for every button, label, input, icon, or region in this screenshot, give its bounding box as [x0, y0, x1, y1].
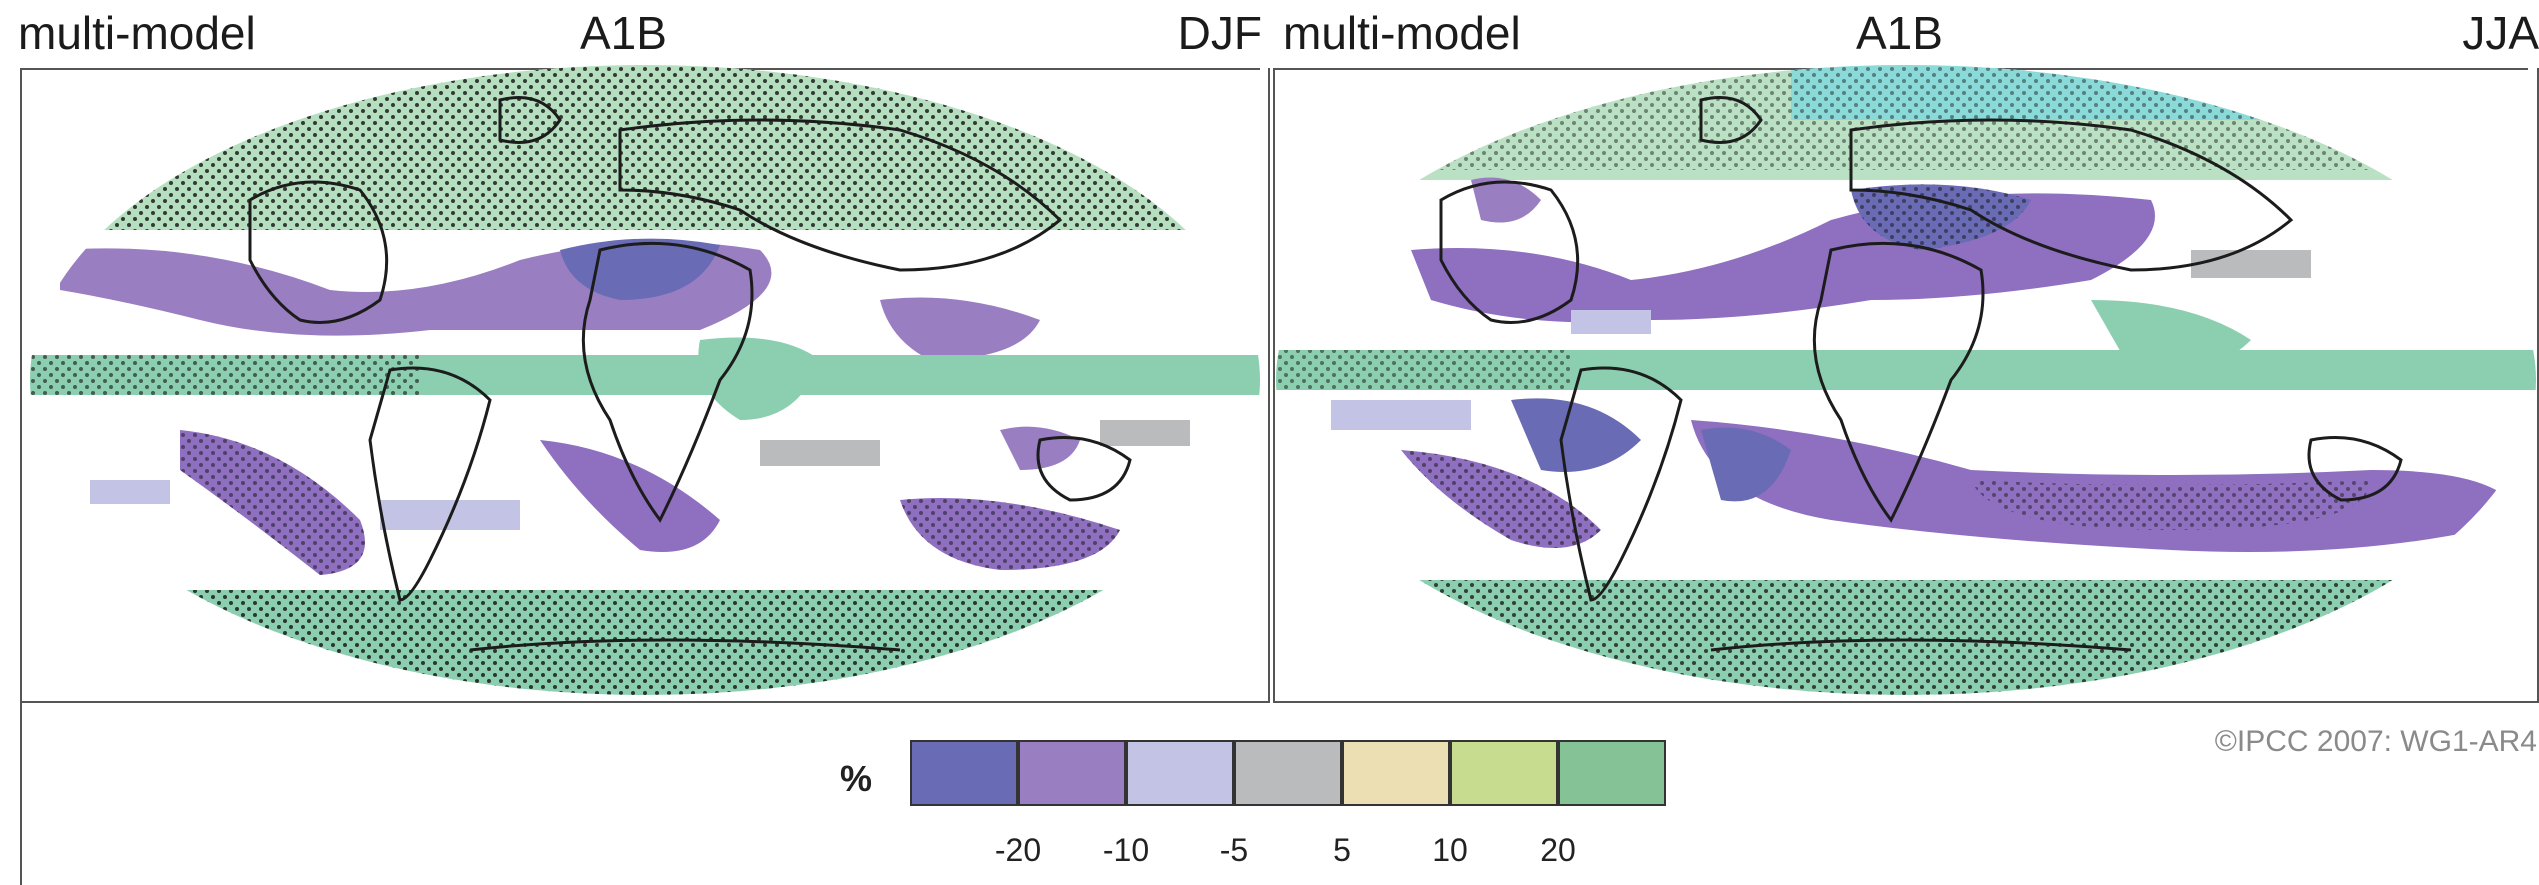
color-legend: % -20 -10 -5 5 10 20 [840, 740, 1680, 880]
map-panel-djf: multi-model A1B DJF [0, 0, 1270, 710]
legend-tick: -10 [1102, 832, 1150, 868]
legend-unit: % [840, 758, 873, 799]
panel-title-model: multi-model [18, 7, 256, 59]
map-panel-jja: multi-model A1B JJA [1271, 0, 2539, 710]
legend-tick: -5 [1219, 832, 1249, 868]
panel-title-scenario: A1B [1856, 7, 1943, 59]
legend-tick: 5 [1333, 832, 1351, 868]
legend-swatch [1558, 740, 1666, 806]
legend-swatch [1450, 740, 1558, 806]
panel-title-model: multi-model [1283, 7, 1521, 59]
panel-title-season: JJA [2462, 7, 2539, 59]
legend-tick: 10 [1432, 832, 1468, 868]
legend-swatch [1018, 740, 1126, 806]
legend-tick: 20 [1540, 832, 1576, 868]
legend-swatch [1342, 740, 1450, 806]
precip-change-map-djf [30, 65, 1260, 695]
panel-title-season: DJF [1177, 7, 1262, 59]
axis-line [20, 703, 22, 885]
panel-title-scenario: A1B [580, 7, 667, 59]
copyright-notice: ©IPCC 2007: WG1-AR4 [2214, 725, 2537, 758]
precip-change-map-jja [1276, 65, 2536, 695]
map-frame [1273, 68, 2539, 703]
map-frame [20, 68, 1270, 703]
legend-swatch [1234, 740, 1342, 806]
legend-swatch [910, 740, 1018, 806]
legend-swatch [1126, 740, 1234, 806]
legend-tick: -20 [994, 832, 1042, 868]
